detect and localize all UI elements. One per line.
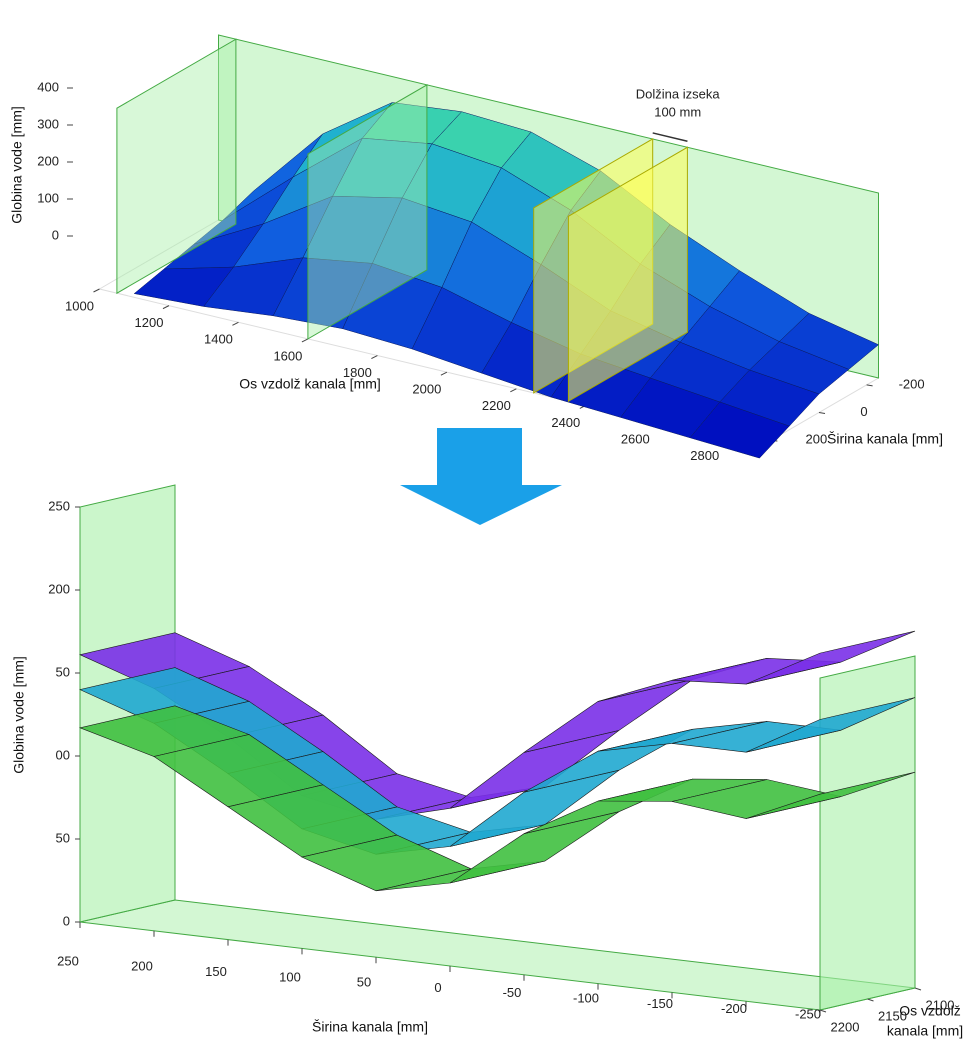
x-axis-title: Širina kanala [mm] bbox=[312, 1019, 428, 1035]
z-tick-label: 00 bbox=[56, 747, 70, 762]
y-axis-title: Os vzdolž bbox=[899, 1003, 960, 1019]
annotation: 100 mm bbox=[654, 104, 701, 119]
z-tick-label: 50 bbox=[56, 664, 70, 679]
x-tick-label: 150 bbox=[205, 964, 227, 979]
x-tick-label: 200 bbox=[131, 959, 153, 974]
x-tick-label: 1200 bbox=[135, 315, 164, 330]
x-tick-label: -150 bbox=[647, 996, 673, 1011]
arrow bbox=[400, 428, 562, 525]
x-tick bbox=[301, 338, 309, 343]
annotation: Dolžina izseka bbox=[636, 86, 721, 101]
floor bbox=[79, 899, 916, 1011]
x-tick bbox=[93, 288, 100, 293]
z-tick-label: 50 bbox=[56, 830, 70, 845]
x-tick-label: 1800 bbox=[343, 365, 372, 380]
y-tick-label: -200 bbox=[899, 376, 925, 391]
z-tick-label: 300 bbox=[37, 116, 59, 131]
y-tick-label: 2100 bbox=[926, 997, 955, 1012]
x-tick-label: -250 bbox=[795, 1006, 821, 1021]
y-axis-title: Širina kanala [mm] bbox=[827, 431, 943, 447]
x-tick-label: -100 bbox=[573, 991, 599, 1006]
x-tick bbox=[440, 371, 448, 376]
z-axis-title: Globina vode [mm] bbox=[11, 656, 27, 774]
y-tick-label: 0 bbox=[860, 404, 867, 419]
y-axis-title: kanala [mm] bbox=[887, 1023, 963, 1039]
z-tick-label: 250 bbox=[48, 498, 70, 513]
z-axis-title: Globina vode [mm] bbox=[9, 106, 25, 224]
z-tick-label: 200 bbox=[37, 153, 59, 168]
z-tick-label: 400 bbox=[37, 79, 59, 94]
surface-patch bbox=[689, 401, 790, 459]
plane bbox=[307, 84, 428, 340]
y-tick bbox=[867, 998, 874, 1002]
section-plane bbox=[567, 146, 688, 403]
x-tick-label: 100 bbox=[279, 969, 301, 984]
y-tick-label: 2200 bbox=[831, 1019, 860, 1034]
y-tick bbox=[866, 384, 873, 387]
x-tick-label: 0 bbox=[434, 980, 441, 995]
x-tick-label: 2600 bbox=[621, 431, 650, 446]
x-tick bbox=[510, 388, 517, 393]
x-tick-label: 2800 bbox=[690, 448, 719, 463]
y-tick-label: 200 bbox=[806, 432, 828, 447]
z-tick-label: 0 bbox=[63, 913, 70, 928]
x-axis-title: Os vzdolž kanala [mm] bbox=[239, 376, 381, 392]
x-tick-label: -200 bbox=[721, 1001, 747, 1016]
y-tick bbox=[818, 412, 826, 414]
x-tick bbox=[162, 305, 170, 310]
x-tick-label: 1600 bbox=[273, 348, 302, 363]
x-tick bbox=[371, 355, 378, 359]
y-tick bbox=[819, 1009, 827, 1013]
y-tick-label: 2150 bbox=[878, 1008, 907, 1023]
x-tick-label: -50 bbox=[503, 985, 522, 1000]
ribbon-patch bbox=[745, 697, 916, 753]
z-tick-label: 200 bbox=[48, 581, 70, 596]
ribbon-patch bbox=[745, 771, 916, 819]
x-tick-label: 1400 bbox=[204, 332, 233, 347]
z-tick-label: 100 bbox=[37, 190, 59, 205]
y-tick bbox=[914, 987, 922, 991]
x-tick-label: 250 bbox=[57, 953, 79, 968]
dimension-arrow bbox=[652, 132, 688, 142]
z-tick-label: 0 bbox=[52, 227, 59, 242]
ribbon-patch bbox=[745, 630, 916, 685]
plane bbox=[116, 38, 237, 295]
x-tick bbox=[232, 321, 239, 326]
x-tick-label: 2200 bbox=[482, 398, 511, 413]
x-tick-label: 1000 bbox=[65, 298, 94, 313]
x-tick-label: 2400 bbox=[551, 415, 580, 430]
x-tick-label: 50 bbox=[357, 975, 371, 990]
x-tick-label: 2000 bbox=[412, 382, 441, 397]
right-wall bbox=[819, 655, 916, 1011]
